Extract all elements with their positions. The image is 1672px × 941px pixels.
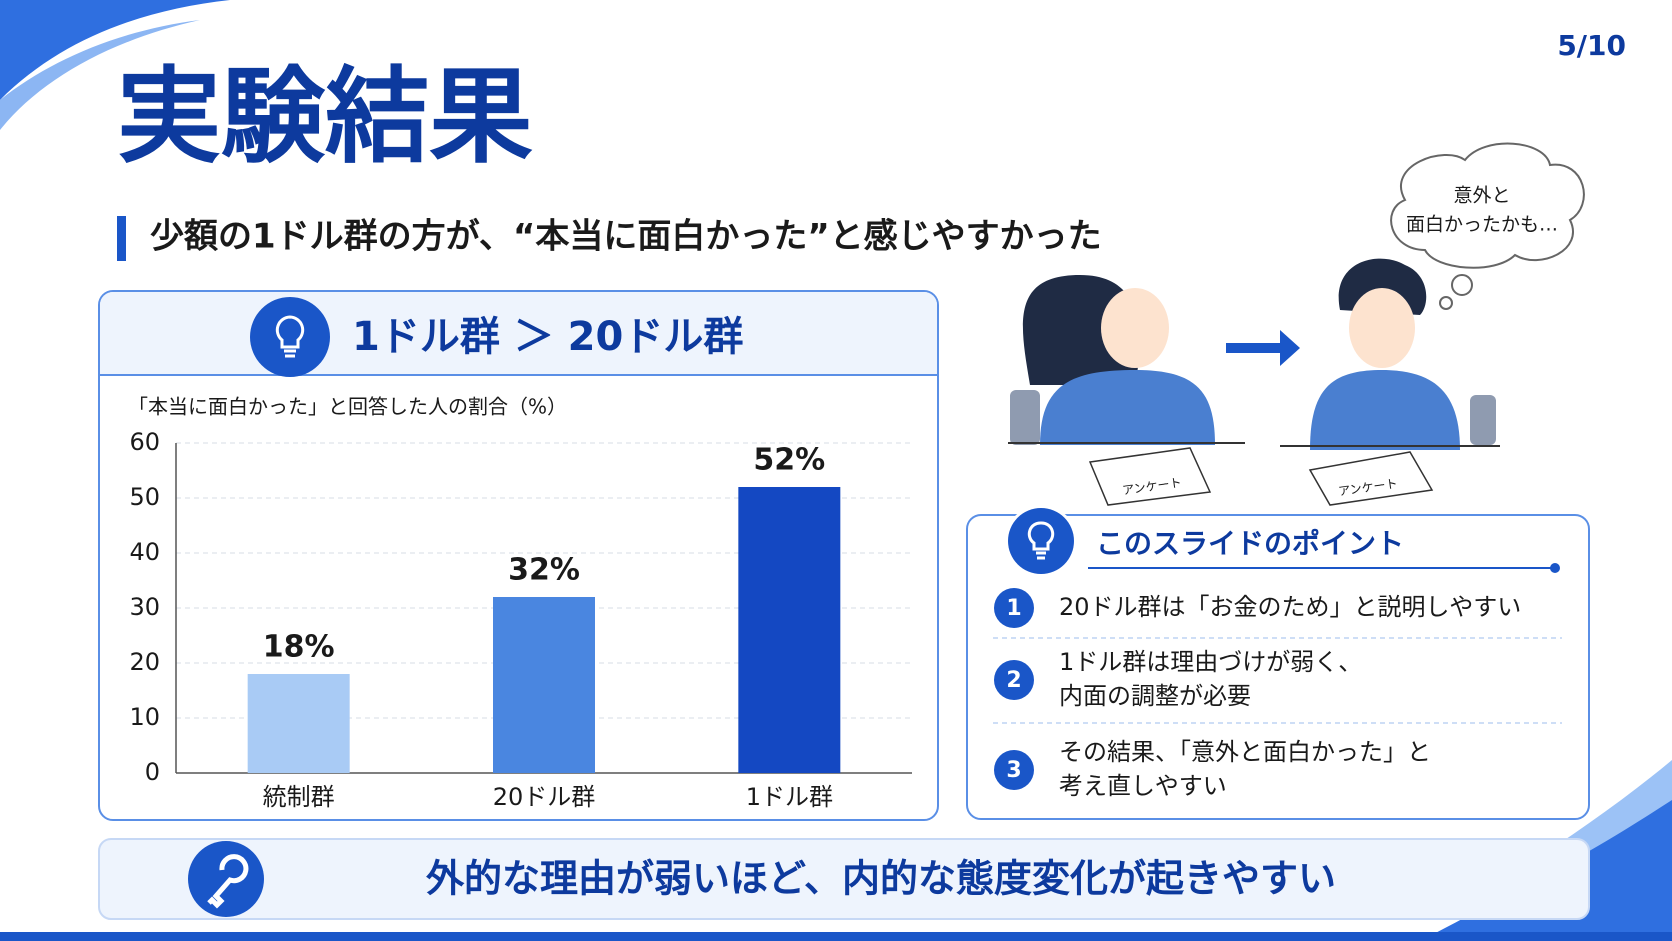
y-tick-label: 0 — [145, 758, 160, 786]
underline-dot — [1550, 563, 1560, 573]
corner-swoosh — [0, 20, 200, 130]
point-text: 20ドル群は「お金のため」と説明しやすい — [1059, 593, 1521, 621]
chair — [1470, 395, 1496, 445]
y-tick-label: 20 — [129, 648, 160, 676]
footer-box — [98, 838, 1590, 920]
plot: 0 10 20 30 40 50 60 統制群 18% 20ドル群 32% 1ドル群 52% — [129, 428, 912, 811]
thought-text: 意外と — [1453, 185, 1510, 207]
page-number: 5/10 — [1557, 29, 1626, 62]
footer-message: 外的な理由が弱いほど、内的な態度変化が起きやすい — [426, 857, 1336, 901]
face — [1101, 288, 1169, 368]
value-label: 32% — [508, 553, 580, 588]
thought-dot — [1439, 296, 1453, 310]
y-tick-label: 30 — [129, 593, 160, 621]
y-tick-label: 50 — [129, 483, 160, 511]
number: 2 — [1006, 668, 1021, 693]
slide-title: 実験結果 — [117, 55, 533, 177]
y-tick-label: 10 — [129, 703, 160, 731]
thought-text: 面白かったかも… — [1406, 214, 1558, 236]
point-text: その結果、「意外と面白かった」と — [1059, 738, 1431, 766]
bulb-icon — [250, 297, 330, 377]
value-label: 18% — [263, 630, 335, 665]
paper — [1308, 451, 1434, 506]
number: 1 — [1006, 596, 1021, 621]
number: 3 — [1006, 758, 1021, 783]
point-text: 1ドル群は理由づけが弱く、 — [1059, 648, 1362, 676]
corner-swoosh — [0, 0, 230, 100]
y-tick-label: 60 — [129, 428, 160, 456]
bulb-glyph — [1027, 521, 1055, 560]
illustration: 意外と 面白かったかも… アンケート アンケート — [1008, 142, 1585, 506]
number-badge — [994, 588, 1034, 628]
bulb-glyph — [275, 315, 305, 358]
thought-bubble — [1390, 142, 1585, 269]
bulb-icon — [1008, 508, 1074, 574]
paper — [1088, 447, 1212, 506]
face — [1349, 288, 1415, 368]
bar — [247, 674, 350, 773]
sweater — [1040, 370, 1215, 445]
bottom-stripe — [0, 932, 1672, 941]
bar — [493, 597, 595, 773]
chair — [1010, 390, 1040, 445]
arrow — [1226, 330, 1300, 366]
y-tick-label: 40 — [129, 538, 160, 566]
subtitle-bar — [117, 216, 126, 261]
key-icon — [188, 841, 264, 917]
value-label: 52% — [753, 443, 825, 478]
bar — [738, 487, 841, 773]
points-title: このスライドのポイント — [1096, 527, 1404, 560]
point-text: 内面の調整が必要 — [1059, 682, 1251, 710]
x-tick-label: 1ドル群 — [746, 783, 833, 811]
y-axis-label: 「本当に面白かった」と回答した人の割合（%） — [128, 395, 567, 419]
points-panel — [966, 514, 1590, 820]
point-text: 考え直しやすい — [1059, 772, 1227, 800]
x-tick-label: 統制群 — [263, 783, 335, 811]
points-list: 1 20ドル群は「お金のため」と説明しやすい 2 1ドル群は理由づけが弱く、内面の調整… — [993, 588, 1562, 800]
key-glyph — [207, 854, 249, 909]
corner-swoosh — [1420, 790, 1672, 941]
x-tick-label: 20ドル群 — [493, 783, 596, 811]
number-badge — [994, 660, 1034, 700]
thought-dot — [1451, 274, 1473, 296]
chart-panel-heading: 1ドル群 ＞ 20ドル群 — [352, 314, 743, 360]
subtitle: 少額の1ドル群の方が、“本当に面白かった”と感じやすかった — [150, 217, 1102, 257]
sweater — [1310, 370, 1460, 450]
number-badge — [994, 750, 1034, 790]
